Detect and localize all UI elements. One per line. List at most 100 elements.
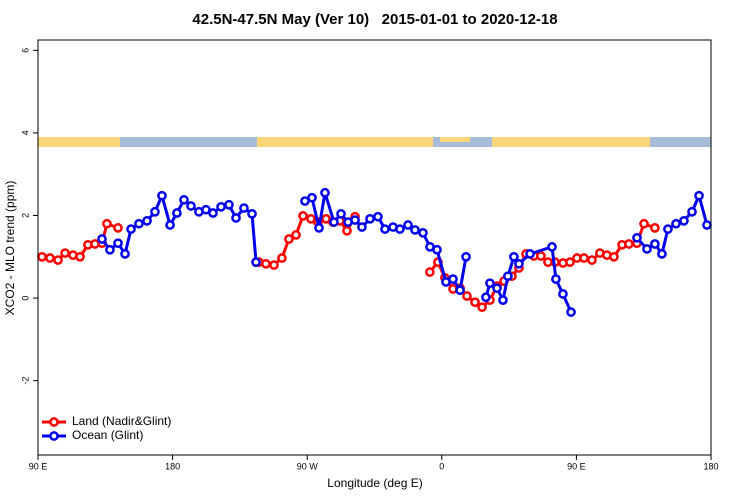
data-point <box>694 190 704 201</box>
data-point <box>261 258 271 269</box>
data-point <box>380 224 390 234</box>
data-point <box>498 295 508 305</box>
data-point <box>687 206 697 217</box>
data-point <box>251 257 261 268</box>
data-point <box>231 213 241 223</box>
x-tick-label: 0 <box>439 461 444 471</box>
data-point <box>587 255 597 265</box>
data-point <box>403 220 413 230</box>
data-point <box>113 238 123 249</box>
data-point <box>632 232 642 243</box>
legend-label: Ocean (Glint) <box>72 428 143 442</box>
data-point <box>314 223 324 233</box>
y-axis-label: XCO2 - MLO trend (ppm) <box>3 181 17 316</box>
y-tick-label: 6 <box>20 48 30 53</box>
y-tick-label: 0 <box>20 296 30 301</box>
data-point <box>120 249 130 259</box>
data-point <box>142 216 152 226</box>
chart-title: 42.5N-47.5N May (Ver 10) 2015-01-01 to 2… <box>192 11 557 28</box>
data-point <box>277 253 287 263</box>
data-point <box>455 285 465 296</box>
data-point <box>291 230 301 240</box>
data-point <box>470 297 480 308</box>
data-point <box>247 208 257 219</box>
data-point <box>624 239 634 249</box>
data-point <box>357 222 367 232</box>
data-point <box>37 251 47 262</box>
data-point <box>134 218 144 229</box>
y-tick-label: 2 <box>20 213 30 218</box>
data-point <box>60 248 70 258</box>
data-point <box>525 249 535 259</box>
data-point <box>75 251 85 262</box>
data-point <box>663 224 673 234</box>
x-tick-label: 90 W <box>297 461 319 471</box>
data-point <box>157 190 167 201</box>
data-point <box>702 220 712 230</box>
data-point <box>45 253 55 263</box>
y-tick-label: 4 <box>20 130 30 135</box>
data-point <box>481 292 491 303</box>
data-point <box>536 251 546 261</box>
data-point <box>485 278 495 289</box>
data-point <box>395 224 405 234</box>
data-point <box>208 208 218 218</box>
x-tick-label: 180 <box>703 461 718 471</box>
x-tick-label: 180 <box>165 461 180 471</box>
data-point <box>126 224 136 234</box>
data-point <box>558 289 568 299</box>
data-point <box>298 211 308 221</box>
data-point <box>350 215 360 225</box>
legend-marker <box>49 431 59 441</box>
data-point <box>179 194 189 205</box>
data-point <box>216 201 226 212</box>
data-point <box>336 208 346 219</box>
data-point <box>224 199 234 210</box>
x-tick-label: 90 E <box>567 461 586 471</box>
data-point <box>165 220 175 230</box>
data-point <box>365 213 375 224</box>
data-point <box>565 257 575 268</box>
data-point <box>477 302 487 313</box>
data-point <box>448 274 458 284</box>
x-axis-label: Longitude (deg E) <box>327 476 422 490</box>
data-point <box>509 251 519 262</box>
data-point <box>514 258 524 269</box>
legend-marker <box>49 417 59 427</box>
y-tick-label: -2 <box>20 377 30 385</box>
data-point <box>410 225 420 235</box>
data-point <box>671 218 681 229</box>
data-point <box>579 253 589 263</box>
data-point <box>186 201 196 211</box>
data-point <box>284 234 294 244</box>
data-point <box>650 223 660 233</box>
data-point <box>53 255 63 265</box>
data-point <box>113 223 123 233</box>
data-point <box>239 203 249 213</box>
data-point <box>639 218 649 229</box>
data-point <box>307 192 317 203</box>
data-point <box>150 206 160 217</box>
data-point <box>97 234 107 244</box>
data-point <box>320 187 330 198</box>
data-point <box>492 283 502 294</box>
data-point <box>172 208 182 218</box>
data-point <box>105 244 115 255</box>
data-point <box>269 260 279 270</box>
data-point <box>342 225 352 236</box>
data-point <box>373 211 383 222</box>
data-point <box>461 251 471 262</box>
data-point <box>566 307 576 317</box>
data-point <box>657 249 667 259</box>
data-point <box>551 274 561 284</box>
data-point <box>418 227 428 238</box>
data-point <box>424 267 435 277</box>
data-point <box>462 291 472 301</box>
legend-label: Land (Nadir&Glint) <box>72 414 171 428</box>
data-point <box>547 242 557 252</box>
x-tick-label: 90 E <box>29 461 48 471</box>
data-point <box>432 244 442 255</box>
data-point <box>609 251 619 262</box>
data-point <box>642 244 652 254</box>
